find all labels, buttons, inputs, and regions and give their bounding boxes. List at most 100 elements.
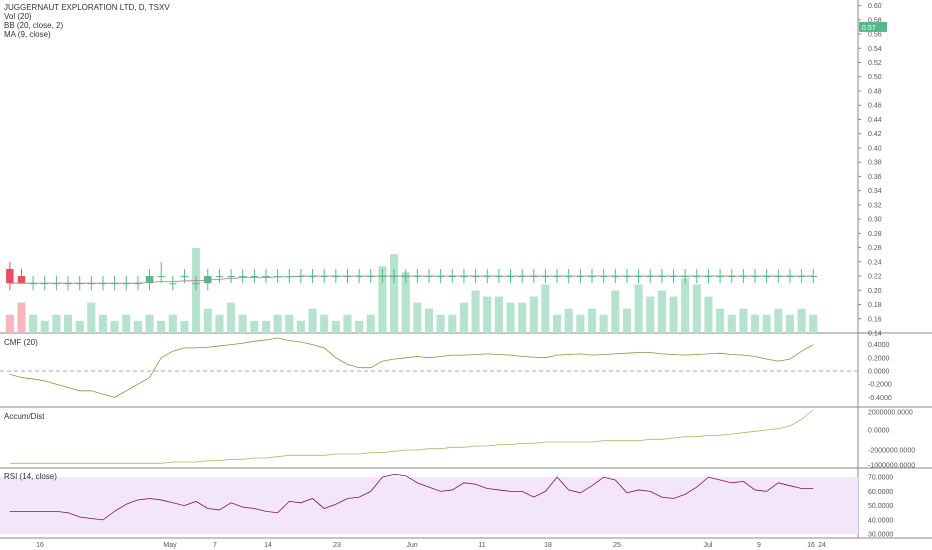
ad-tick-label: -1000000.0000 bbox=[868, 463, 915, 470]
volume-bar bbox=[320, 314, 329, 333]
candle-body bbox=[122, 283, 130, 285]
volume-indicator-label: Vol (20) bbox=[4, 12, 32, 21]
candle-body bbox=[541, 276, 550, 278]
price-tick-label: 0.16 bbox=[868, 316, 882, 323]
x-tick-label: 25 bbox=[613, 542, 621, 549]
volume-bar bbox=[785, 314, 795, 333]
price-tick-label: 0.28 bbox=[868, 231, 882, 238]
candle-body bbox=[704, 276, 713, 278]
volume-bar bbox=[285, 314, 294, 333]
price-tick-label: 0.34 bbox=[868, 188, 882, 195]
x-tick-label: 16 bbox=[807, 542, 815, 549]
candle-body bbox=[110, 283, 119, 285]
rsi-tick-label: 30.0000 bbox=[868, 532, 893, 539]
candle-body bbox=[157, 276, 165, 278]
volume-bar bbox=[389, 254, 399, 333]
last-price-label: 0.57 bbox=[862, 25, 876, 32]
rsi-tick-label: 40.0000 bbox=[868, 517, 893, 524]
volume-bar bbox=[669, 296, 678, 333]
volume-bar bbox=[157, 320, 166, 333]
volume-bar bbox=[413, 302, 422, 333]
candle-body bbox=[623, 276, 631, 278]
candle-body bbox=[693, 276, 701, 278]
cmf-tick-label: -0.2000 bbox=[868, 382, 892, 389]
candle-body bbox=[52, 283, 61, 285]
candle-body bbox=[599, 276, 608, 278]
x-tick-label: 24 bbox=[818, 542, 826, 549]
rsi-band bbox=[0, 477, 858, 535]
volume-bar bbox=[657, 290, 666, 333]
candle-body bbox=[681, 276, 689, 278]
price-tick-label: 0.48 bbox=[868, 88, 882, 95]
volume-bar bbox=[564, 308, 573, 333]
candle-body bbox=[774, 276, 783, 278]
candle-body bbox=[262, 276, 270, 278]
candle-body bbox=[576, 276, 585, 278]
volume-bar bbox=[436, 314, 445, 333]
candle-body bbox=[588, 276, 596, 278]
candle-body bbox=[646, 276, 654, 278]
ad-tick-label: 0.0000 bbox=[868, 428, 890, 435]
cmf-tick-label: 0.2000 bbox=[868, 355, 890, 362]
candle-body bbox=[786, 276, 794, 278]
rsi-tick-label: 60.0000 bbox=[868, 489, 893, 496]
volume-bar bbox=[576, 314, 585, 333]
price-tick-label: 0.32 bbox=[868, 202, 882, 209]
volume-bar bbox=[5, 314, 14, 333]
volume-bar bbox=[226, 302, 236, 333]
x-tick-label: May bbox=[163, 542, 177, 549]
candle-body bbox=[169, 283, 177, 285]
ad-tick-label: -2000000.0000 bbox=[868, 448, 915, 455]
volume-bar bbox=[168, 314, 177, 333]
candle-body bbox=[762, 276, 771, 278]
candle-body bbox=[611, 276, 620, 278]
volume-bar bbox=[692, 284, 701, 333]
ad-tick-label: 2000000.0000 bbox=[868, 410, 913, 417]
price-tick-label: 0.38 bbox=[868, 160, 882, 167]
cmf-pane-label: CMF (20) bbox=[4, 338, 38, 347]
candle-body bbox=[797, 276, 806, 278]
candle-body bbox=[238, 276, 247, 278]
price-tick-label: 0.42 bbox=[868, 131, 882, 138]
candle-body bbox=[436, 276, 445, 278]
volume-bar bbox=[646, 296, 655, 333]
candle-body bbox=[41, 283, 49, 285]
volume-bar bbox=[133, 320, 142, 333]
cmf-tick-label: -0.4000 bbox=[868, 395, 892, 402]
x-tick-label: 16 bbox=[36, 542, 44, 549]
candle-body bbox=[29, 283, 37, 285]
volume-bar bbox=[483, 296, 492, 333]
candle-body bbox=[495, 276, 503, 278]
price-tick-label: 0.26 bbox=[868, 245, 882, 252]
candle-body bbox=[483, 276, 491, 278]
x-tick-label: Jun bbox=[406, 542, 417, 549]
candle-body bbox=[658, 276, 666, 278]
volume-bar bbox=[587, 308, 597, 333]
candle-body bbox=[332, 276, 340, 278]
price-tick-label: 0.56 bbox=[868, 32, 882, 39]
candle-body bbox=[87, 283, 96, 285]
price-tick-label: 0.60 bbox=[868, 3, 882, 10]
candle-body bbox=[227, 276, 235, 278]
symbol-title: JUGGERNAUT EXPLORATION LTD, D, TSXV bbox=[4, 3, 170, 12]
candle-body bbox=[413, 276, 422, 278]
candle-body bbox=[751, 276, 759, 278]
candle-body bbox=[518, 276, 526, 278]
volume-bar bbox=[98, 314, 108, 333]
volume-bar bbox=[250, 320, 259, 333]
chart-legend: JUGGERNAUT EXPLORATION LTD, D, TSXV Vol … bbox=[4, 3, 170, 39]
candle-body bbox=[401, 276, 410, 278]
price-tick-label: 0.22 bbox=[868, 274, 882, 281]
cmf-tick-label: 0.4000 bbox=[868, 342, 890, 349]
candle-body bbox=[530, 276, 538, 278]
ma-indicator-label: MA (9, close) bbox=[4, 30, 51, 39]
volume-bar bbox=[366, 314, 375, 333]
volume-bar bbox=[774, 308, 783, 333]
volume-bar bbox=[459, 302, 469, 333]
moving-average-line bbox=[9, 275, 814, 284]
candle-body bbox=[425, 276, 433, 278]
price-tick-label: 0.46 bbox=[868, 103, 882, 110]
price-tick-label: 0.36 bbox=[868, 174, 882, 181]
